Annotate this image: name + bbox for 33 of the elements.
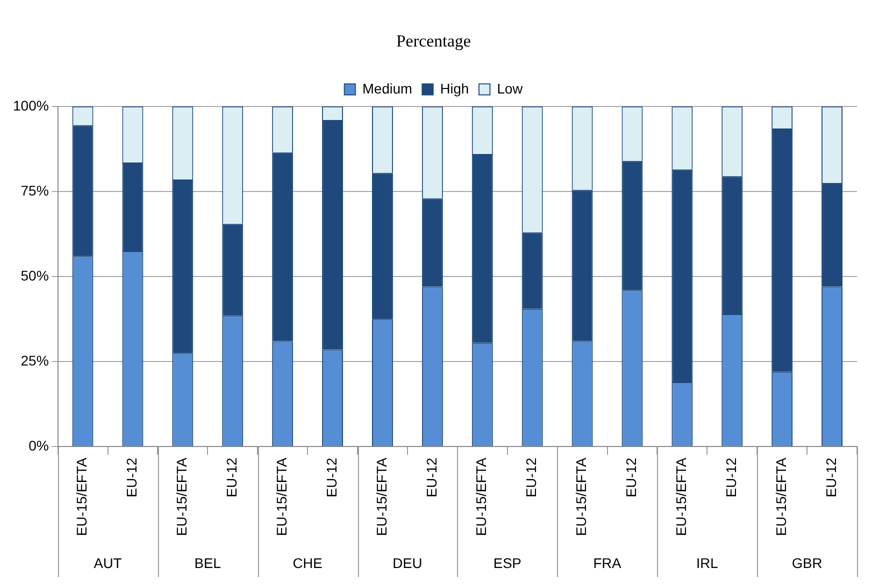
- chart-title: Percentage: [396, 32, 471, 51]
- legend-label: Low: [496, 80, 524, 96]
- x-tick-label: EU-12: [623, 457, 640, 498]
- y-tick-label: 75%: [20, 182, 49, 198]
- x-tick-label: EU-12: [423, 457, 440, 498]
- text: IRL: [696, 554, 718, 571]
- x-tick-label: EU-15/EFTA: [673, 457, 690, 536]
- text: ESP: [493, 554, 522, 571]
- x-tick-label: EU-15/EFTA: [174, 457, 190, 536]
- y-tick-label: 50%: [20, 267, 49, 284]
- x-tick-label: EU-15/EFTA: [74, 457, 90, 536]
- x-tick-label: EU-12: [223, 457, 240, 498]
- y-tick-label: 25%: [20, 352, 49, 368]
- text: CHE: [292, 554, 322, 571]
- text: FRA: [593, 554, 622, 571]
- x-tick-label: EU-15/EFTA: [473, 457, 490, 536]
- x-tick-label: EU-12: [124, 457, 140, 498]
- text: AUT: [94, 554, 122, 571]
- y-tick-label: 0%: [28, 438, 49, 454]
- text: BEL: [194, 554, 222, 571]
- text: GBR: [792, 554, 822, 571]
- x-tick-label: EU-12: [822, 457, 839, 498]
- x-tick-label: EU-12: [323, 457, 340, 498]
- text: DEU: [392, 554, 422, 571]
- x-tick-label: EU-15/EFTA: [573, 457, 590, 536]
- x-tick-label: EU-15/EFTA: [373, 457, 390, 536]
- legend-label: High: [440, 80, 469, 96]
- x-tick-label: EU-12: [523, 457, 540, 498]
- x-tick-label: EU-15/EFTA: [273, 457, 290, 536]
- x-tick-label: EU-12: [722, 457, 739, 498]
- y-tick-label: 100%: [12, 97, 49, 114]
- x-tick-label: EU-15/EFTA: [772, 457, 789, 536]
- legend-label: Medium: [362, 80, 412, 96]
